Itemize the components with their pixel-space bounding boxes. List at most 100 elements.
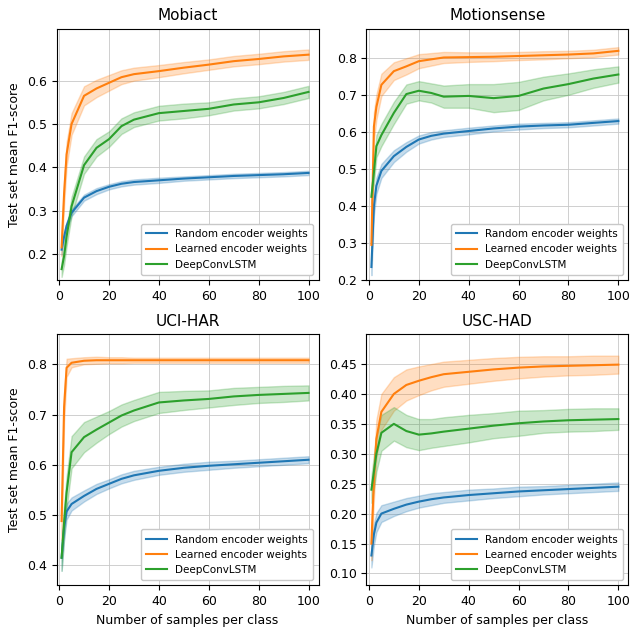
Random encoder weights (540, 486, 547, 494)
Random encoder weights (80, 492, 88, 500)
Random encoder weights (155, 467, 163, 474)
Learned encoder weights (614, 361, 622, 368)
DeepConvLSTM (490, 95, 497, 102)
Random encoder weights (63, 222, 70, 230)
Random encoder weights (60, 233, 68, 241)
DeepConvLSTM (372, 450, 380, 458)
DeepConvLSTM (63, 233, 70, 241)
DeepConvLSTM (93, 144, 100, 152)
Legend: Random encoder weights, Learned encoder weights, DeepConvLSTM: Random encoder weights, Learned encoder … (141, 530, 314, 580)
Learned encoder weights (58, 518, 65, 525)
Random encoder weights (105, 183, 113, 190)
Random encoder weights (564, 485, 572, 493)
Learned encoder weights (280, 356, 287, 364)
Line: Random encoder weights: Random encoder weights (61, 460, 308, 558)
Learned encoder weights (68, 120, 76, 128)
DeepConvLSTM (80, 433, 88, 441)
DeepConvLSTM (440, 428, 447, 436)
DeepConvLSTM (614, 70, 622, 78)
Random encoder weights (415, 498, 422, 505)
DeepConvLSTM (255, 391, 262, 399)
Learned encoder weights (68, 359, 76, 366)
Learned encoder weights (63, 150, 70, 158)
Learned encoder weights (614, 47, 622, 55)
Y-axis label: Test set mean F1-score: Test set mean F1-score (8, 82, 21, 227)
Random encoder weights (93, 187, 100, 195)
DeepConvLSTM (564, 80, 572, 88)
Learned encoder weights (93, 84, 100, 92)
Random encoder weights (465, 127, 472, 135)
DeepConvLSTM (305, 389, 312, 397)
Line: Learned encoder weights: Learned encoder weights (371, 364, 618, 544)
Random encoder weights (205, 173, 212, 181)
DeepConvLSTM (367, 193, 375, 201)
Random encoder weights (155, 177, 163, 184)
Legend: Random encoder weights, Learned encoder weights, DeepConvLSTM: Random encoder weights, Learned encoder … (141, 224, 314, 275)
DeepConvLSTM (60, 519, 68, 526)
Random encoder weights (367, 263, 375, 271)
DeepConvLSTM (367, 486, 375, 493)
Random encoder weights (58, 246, 65, 253)
DeepConvLSTM (589, 75, 597, 83)
Learned encoder weights (440, 370, 447, 378)
X-axis label: Number of samples per class: Number of samples per class (406, 613, 589, 627)
DeepConvLSTM (378, 429, 385, 437)
Title: USC-HAD: USC-HAD (462, 314, 532, 329)
Random encoder weights (118, 475, 125, 483)
X-axis label: Number of samples per class: Number of samples per class (97, 613, 278, 627)
Random encoder weights (515, 488, 522, 495)
Learned encoder weights (390, 390, 397, 398)
Random encoder weights (280, 170, 287, 178)
DeepConvLSTM (255, 98, 262, 106)
Learned encoder weights (515, 52, 522, 60)
DeepConvLSTM (378, 131, 385, 139)
DeepConvLSTM (58, 554, 65, 561)
Legend: Random encoder weights, Learned encoder weights, DeepConvLSTM: Random encoder weights, Learned encoder … (451, 530, 623, 580)
Learned encoder weights (415, 57, 422, 65)
DeepConvLSTM (465, 92, 472, 100)
Random encoder weights (370, 202, 378, 210)
Line: Random encoder weights: Random encoder weights (61, 173, 308, 250)
Learned encoder weights (105, 79, 113, 86)
Learned encoder weights (80, 357, 88, 364)
Random encoder weights (230, 460, 237, 468)
DeepConvLSTM (230, 101, 237, 109)
Learned encoder weights (540, 51, 547, 59)
Random encoder weights (230, 172, 237, 180)
DeepConvLSTM (370, 169, 378, 177)
Learned encoder weights (80, 92, 88, 100)
Learned encoder weights (255, 356, 262, 364)
Random encoder weights (205, 462, 212, 470)
Learned encoder weights (428, 55, 435, 63)
DeepConvLSTM (58, 265, 65, 273)
DeepConvLSTM (93, 426, 100, 434)
Learned encoder weights (93, 356, 100, 364)
Learned encoder weights (305, 51, 312, 58)
DeepConvLSTM (118, 123, 125, 130)
Learned encoder weights (367, 540, 375, 547)
Learned encoder weights (403, 381, 410, 389)
Random encoder weights (80, 194, 88, 201)
Random encoder weights (105, 480, 113, 488)
DeepConvLSTM (68, 203, 76, 210)
Line: DeepConvLSTM: DeepConvLSTM (61, 393, 308, 558)
Random encoder weights (93, 485, 100, 493)
Random encoder weights (378, 167, 385, 175)
Random encoder weights (180, 464, 188, 472)
Random encoder weights (614, 483, 622, 490)
Random encoder weights (58, 554, 65, 561)
Learned encoder weights (205, 356, 212, 364)
DeepConvLSTM (155, 399, 163, 406)
DeepConvLSTM (428, 89, 435, 97)
Learned encoder weights (60, 189, 68, 197)
Learned encoder weights (465, 368, 472, 376)
Random encoder weights (370, 531, 378, 538)
Title: Motionsense: Motionsense (449, 8, 545, 23)
Random encoder weights (378, 510, 385, 518)
DeepConvLSTM (564, 417, 572, 424)
DeepConvLSTM (68, 448, 76, 456)
Line: Random encoder weights: Random encoder weights (371, 121, 618, 267)
Learned encoder weights (378, 408, 385, 416)
Line: Learned encoder weights: Learned encoder weights (61, 55, 308, 248)
Line: Learned encoder weights: Learned encoder weights (61, 360, 308, 521)
